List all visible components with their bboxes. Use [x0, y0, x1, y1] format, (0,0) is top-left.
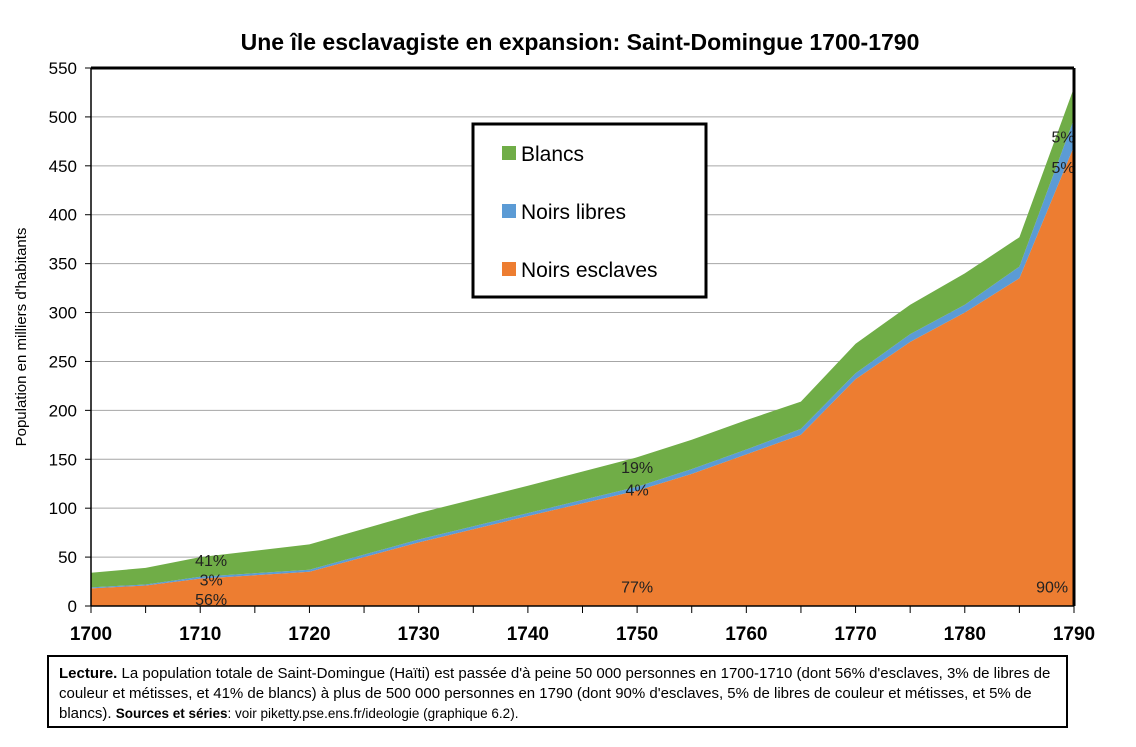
legend: Blancs Noirs libres Noirs esclaves [471, 122, 708, 299]
y-tick-label: 400 [49, 206, 77, 225]
legend-label: Blancs [521, 143, 584, 166]
legend-swatch [502, 146, 516, 160]
legend-label: Noirs esclaves [521, 259, 658, 282]
chart-title: Une île esclavagiste en expansion: Saint… [241, 29, 920, 55]
caption-lead: Lecture. [59, 665, 118, 682]
chart: Une île esclavagiste en expansion: Saint… [13, 29, 1096, 645]
y-tick-label: 250 [49, 352, 77, 371]
y-tick-label: 100 [49, 499, 77, 518]
y-tick-label: 500 [49, 108, 77, 127]
y-tick-label: 450 [49, 157, 77, 176]
y-tick-label: 300 [49, 304, 77, 323]
data-label: 90% [1036, 579, 1068, 596]
data-label: 5% [1052, 160, 1075, 177]
caption-sources-text: : voir piketty.pse.ens.fr/ideologie (gra… [227, 706, 519, 721]
legend-swatch [502, 262, 516, 276]
y-tick-label: 150 [49, 450, 77, 469]
caption-text: La population totale de Saint-Domingue (… [59, 665, 1051, 722]
area-blancs [91, 87, 1074, 588]
x-tick-label: 1700 [70, 624, 112, 645]
x-tick-label: 1710 [179, 624, 221, 645]
axes: 0 50 100 150 200 250 300 350 400 450 500 550 1700 171… [49, 59, 1096, 645]
y-tick-label: 550 [49, 59, 77, 78]
x-tick-label: 1740 [507, 624, 549, 645]
data-label: 5% [1052, 129, 1075, 146]
x-tick-label: 1730 [398, 624, 440, 645]
data-label: 3% [200, 573, 223, 590]
data-label: 77% [621, 579, 653, 596]
y-tick-label: 200 [49, 401, 77, 420]
x-tick-label: 1750 [616, 624, 658, 645]
data-label: 19% [621, 460, 653, 477]
y-tick-label: 50 [58, 548, 77, 567]
data-label: 56% [195, 592, 227, 609]
data-label: 4% [626, 483, 649, 500]
x-tick-label: 1770 [834, 624, 876, 645]
x-tick-label: 1760 [725, 624, 767, 645]
caption-sources-label: Sources et séries [115, 706, 228, 721]
y-axis-label: Population en milliers d'habitants [13, 228, 30, 447]
x-tick-label: 1790 [1053, 624, 1095, 645]
legend-label: Noirs libres [521, 201, 626, 224]
data-labels: 41% 3% 56% 19% 4% 77% 5% 5% 90% [195, 129, 1075, 609]
caption-box: Lecture. La population totale de Saint-D… [47, 655, 1068, 728]
data-label: 41% [195, 553, 227, 570]
legend-swatch [502, 204, 516, 218]
x-tick-label: 1720 [288, 624, 330, 645]
y-tick-label: 0 [68, 597, 77, 616]
area-noirs-esclaves [91, 146, 1074, 607]
x-tick-label: 1780 [944, 624, 986, 645]
stacked-areas [91, 87, 1074, 607]
y-tick-label: 350 [49, 255, 77, 274]
